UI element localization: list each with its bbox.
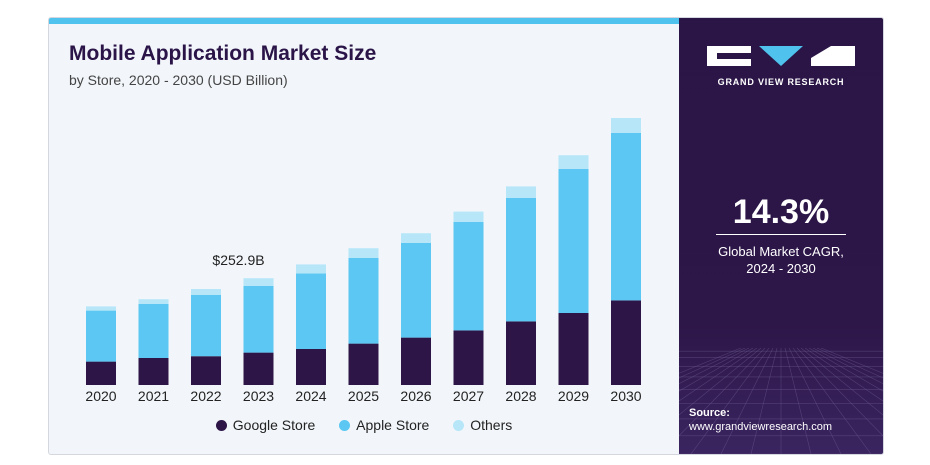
legend-swatch-others: [453, 420, 465, 431]
legend-swatch-google-store: [215, 420, 227, 431]
bar-others-2024: [296, 264, 326, 274]
bar-others-2028: [506, 186, 536, 198]
cagr-label-line-2: 2024 - 2030: [746, 261, 816, 276]
x-tick-label: 2025: [348, 388, 379, 404]
legend-label: Google Store: [232, 417, 316, 433]
grid-line: [792, 348, 872, 454]
bar-google-store-2028: [506, 321, 536, 385]
grid-line: [816, 348, 883, 379]
bar-google-store-2030: [611, 300, 641, 385]
data-label-2023: $252.9B: [212, 252, 264, 268]
bar-others-2030: [611, 118, 641, 133]
side-panel: GRAND VIEW RESEARCH 14.3% Global Market …: [679, 18, 883, 454]
grid-line: [784, 348, 812, 454]
legend-item-apple-store: Apple Store: [339, 417, 429, 433]
cagr-value: 14.3%: [732, 193, 830, 231]
x-tick-label: 2026: [400, 388, 431, 404]
bar-others-2021: [138, 299, 169, 304]
source-label: Source:: [689, 407, 730, 419]
bar-google-store-2022: [191, 356, 221, 385]
grid-line: [679, 348, 746, 379]
cagr-label: Global Market CAGR, 2024 - 2030: [679, 243, 883, 277]
bar-google-store-2020: [86, 361, 116, 385]
chart-subtitle: by Store, 2020 - 2030 (USD Billion): [69, 72, 288, 88]
grid-line: [812, 348, 883, 385]
grid-line: [820, 348, 883, 374]
brand-name: GRAND VIEW RESEARCH: [717, 77, 845, 87]
bar-apple-store-2028: [506, 197, 536, 322]
bar-others-2023: [243, 278, 274, 286]
bar-apple-store-2025: [348, 257, 379, 344]
grid-line: [690, 348, 770, 454]
bar-apple-store-2024: [296, 273, 326, 349]
bar-google-store-2021: [138, 358, 169, 385]
x-tick-label: 2024: [295, 388, 326, 404]
bar-google-store-2025: [348, 343, 379, 385]
bar-others-2027: [453, 211, 484, 222]
x-tick-label: 2021: [138, 388, 169, 404]
grid-line: [679, 348, 766, 437]
x-tick-label: 2029: [558, 388, 589, 404]
grid-line: [720, 348, 774, 454]
bar-apple-store-2029: [558, 169, 589, 313]
x-tick-label: 2023: [243, 388, 274, 404]
grid-line: [679, 348, 742, 374]
cagr-label-line-1: Global Market CAGR,: [718, 244, 844, 259]
bar-google-store-2024: [296, 349, 326, 385]
bar-others-2020: [86, 306, 116, 311]
bar-google-store-2027: [453, 330, 484, 385]
bar-apple-store-2027: [453, 221, 484, 331]
grid-line: [679, 348, 754, 392]
bar-google-store-2023: [243, 352, 274, 385]
x-tick-label: 2028: [505, 388, 536, 404]
source-url: www.grandviewresearch.com: [689, 421, 833, 433]
grid-line: [788, 348, 842, 454]
legend-label: Apple Store: [356, 417, 430, 433]
x-tick-label: 2030: [610, 388, 641, 404]
legend-label: Others: [470, 417, 513, 433]
decorative-grid-floor: [679, 348, 883, 454]
legend-item-others: Others: [453, 417, 512, 433]
bar-apple-store-2030: [611, 133, 641, 301]
bar-others-2025: [348, 248, 379, 258]
grid-line: [796, 348, 883, 437]
stacked-bar-chart: 2020 2021 2022 2023 2024 2025 2026 2027 2028 2029…: [85, 118, 642, 404]
legend-swatch-apple-store: [339, 420, 351, 431]
grid-line: [679, 348, 758, 402]
chart-card: Mobile Application Market Size by Store,…: [48, 17, 884, 455]
top-accent-bar: [49, 18, 679, 24]
grid-line: [800, 348, 883, 416]
grand-view-research-logo: [707, 46, 855, 66]
x-tick-label: 2020: [85, 388, 116, 404]
chart-legend: Google Store Apple Store Others: [49, 417, 679, 433]
x-tick-label: 2027: [453, 388, 484, 404]
grid-line: [679, 348, 750, 385]
bar-others-2029: [558, 155, 589, 169]
bar-apple-store-2020: [86, 310, 116, 362]
grid-line: [808, 348, 883, 392]
bar-others-2022: [191, 289, 221, 295]
bar-apple-store-2026: [401, 242, 431, 338]
grid-line: [750, 348, 778, 454]
bar-google-store-2029: [558, 313, 589, 385]
bar-google-store-2026: [401, 337, 431, 385]
cagr-divider: [716, 234, 846, 235]
legend-item-google-store: Google Store: [215, 417, 316, 433]
bar-apple-store-2021: [138, 304, 169, 358]
bar-apple-store-2022: [191, 295, 221, 357]
grid-line: [804, 348, 883, 402]
bar-others-2026: [401, 233, 431, 243]
bar-apple-store-2023: [243, 286, 274, 353]
grid-line: [679, 348, 762, 416]
chart-title: Mobile Application Market Size: [69, 42, 377, 65]
x-tick-label: 2022: [190, 388, 221, 404]
